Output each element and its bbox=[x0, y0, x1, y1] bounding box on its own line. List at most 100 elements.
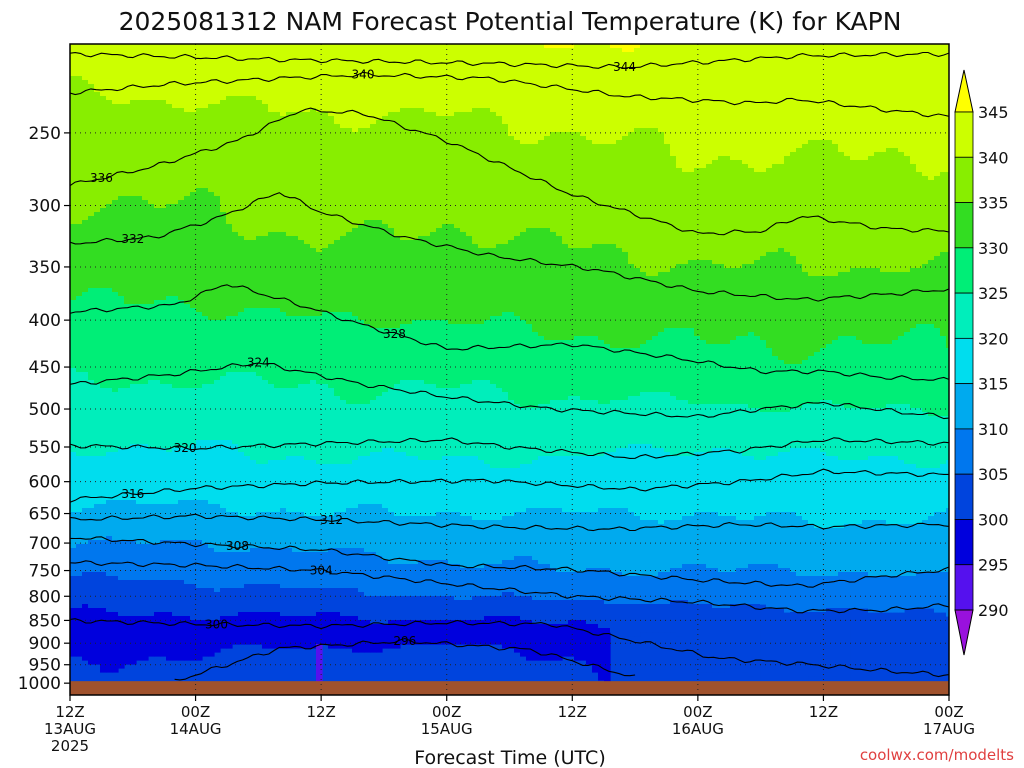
theta-fill-cell bbox=[922, 412, 929, 469]
theta-fill-cell bbox=[166, 504, 173, 541]
theta-fill-cell bbox=[178, 580, 185, 617]
theta-fill-cell bbox=[814, 44, 821, 141]
theta-fill-cell bbox=[364, 404, 371, 457]
theta-fill-cell bbox=[832, 608, 839, 677]
theta-fill-cell bbox=[412, 108, 419, 241]
theta-fill-cell bbox=[652, 448, 659, 521]
theta-fill-cell bbox=[940, 464, 947, 513]
theta-fill-cell bbox=[478, 44, 485, 109]
theta-fill-cell bbox=[322, 248, 329, 313]
x-tick-label: 12Z bbox=[809, 703, 838, 721]
theta-fill-cell bbox=[760, 172, 767, 257]
theta-fill-cell bbox=[340, 400, 347, 465]
theta-fill-cell bbox=[100, 388, 107, 457]
theta-fill-cell bbox=[310, 248, 317, 317]
theta-fill-cell bbox=[304, 516, 311, 553]
theta-fill-cell bbox=[772, 412, 779, 457]
theta-fill-cell bbox=[328, 388, 335, 465]
theta-fill-cell bbox=[478, 568, 485, 597]
theta-fill-cell bbox=[640, 392, 647, 445]
theta-fill-cell bbox=[196, 620, 203, 661]
theta-fill-cell bbox=[826, 608, 833, 673]
theta-fill-cell bbox=[616, 48, 623, 141]
theta-fill-cell bbox=[76, 44, 83, 77]
theta-fill-cell bbox=[334, 124, 341, 241]
theta-fill-cell bbox=[844, 272, 851, 337]
theta-fill-cell bbox=[646, 520, 653, 577]
theta-fill-cell bbox=[334, 240, 341, 313]
theta-fill-cell bbox=[268, 112, 275, 233]
theta-fill-cell bbox=[898, 576, 905, 613]
theta-fill-cell bbox=[238, 588, 245, 613]
theta-fill-cell bbox=[874, 152, 881, 269]
theta-fill-cell bbox=[94, 92, 101, 213]
theta-fill-cell bbox=[376, 624, 383, 653]
theta-fill-cell bbox=[754, 44, 761, 173]
theta-fill-cell bbox=[580, 336, 587, 401]
theta-fill-cell bbox=[568, 456, 575, 513]
theta-fill-cell bbox=[802, 272, 809, 361]
theta-fill-cell bbox=[796, 264, 803, 365]
theta-fill-cell bbox=[868, 156, 875, 269]
theta-fill-cell bbox=[850, 408, 857, 461]
plot-frame bbox=[69, 43, 950, 696]
y-tick-label: 300 bbox=[29, 197, 61, 217]
y-tick-label: 1000 bbox=[18, 674, 61, 694]
theta-fill-cell bbox=[856, 268, 863, 341]
theta-fill-cell bbox=[436, 512, 443, 561]
isentrope-label: 296 bbox=[393, 634, 416, 648]
theta-fill-cell bbox=[124, 616, 131, 665]
theta-fill-cell bbox=[400, 596, 407, 621]
theta-fill-cell bbox=[376, 120, 383, 221]
theta-fill-cell bbox=[490, 468, 497, 521]
theta-fill-cell bbox=[478, 620, 485, 645]
theta-fill-cell bbox=[508, 240, 515, 313]
theta-fill-cell bbox=[826, 44, 833, 141]
theta-fill-cell bbox=[280, 232, 287, 313]
theta-fill-cell bbox=[550, 508, 557, 569]
theta-fill-cell bbox=[634, 268, 641, 349]
theta-fill-cell bbox=[256, 512, 263, 549]
theta-fill-cell bbox=[70, 452, 77, 513]
theta-fill-cell bbox=[724, 156, 731, 269]
theta-fill-cell bbox=[232, 96, 239, 233]
theta-fill-cell bbox=[562, 244, 569, 341]
theta-fill-cell bbox=[226, 512, 233, 553]
theta-fill-cell bbox=[910, 268, 917, 329]
theta-fill-cell bbox=[928, 260, 935, 325]
theta-fill-cell bbox=[376, 504, 383, 557]
theta-fill-cell bbox=[196, 44, 203, 109]
theta-fill-cell bbox=[418, 516, 425, 561]
theta-fill-cell bbox=[184, 196, 191, 305]
theta-fill-cell bbox=[730, 268, 737, 341]
theta-fill-cell bbox=[880, 408, 887, 457]
theta-fill-cell bbox=[754, 260, 761, 337]
theta-fill-cell bbox=[562, 456, 569, 513]
theta-fill-cell bbox=[100, 96, 107, 209]
theta-fill-cell bbox=[166, 104, 173, 205]
theta-fill-cell bbox=[124, 500, 131, 541]
theta-fill-cell bbox=[370, 400, 377, 453]
theta-fill-cell bbox=[460, 568, 467, 601]
theta-fill-cell bbox=[436, 388, 443, 461]
theta-fill-cell bbox=[202, 588, 209, 621]
isentrope-332 bbox=[70, 192, 949, 302]
theta-fill-cell bbox=[106, 500, 113, 537]
x-tick-label: 12Z bbox=[55, 703, 84, 721]
theta-fill-cell bbox=[640, 44, 647, 129]
theta-fill-cell bbox=[274, 612, 281, 649]
theta-fill-cell bbox=[124, 448, 131, 501]
theta-fill-cell bbox=[754, 516, 761, 565]
theta-fill-cell bbox=[748, 168, 755, 265]
theta-fill-cell bbox=[154, 612, 161, 657]
theta-fill-cell bbox=[802, 360, 809, 405]
theta-fill-cell bbox=[526, 556, 533, 597]
theta-fill-cell bbox=[568, 572, 575, 601]
theta-fill-cell bbox=[412, 380, 419, 457]
theta-fill-cell bbox=[580, 44, 587, 137]
theta-fill-cell bbox=[196, 312, 203, 389]
isentrope-320 bbox=[70, 437, 949, 459]
theta-fill-cell bbox=[574, 44, 581, 133]
theta-fill-cell bbox=[322, 384, 329, 465]
theta-fill-cell bbox=[232, 444, 239, 513]
